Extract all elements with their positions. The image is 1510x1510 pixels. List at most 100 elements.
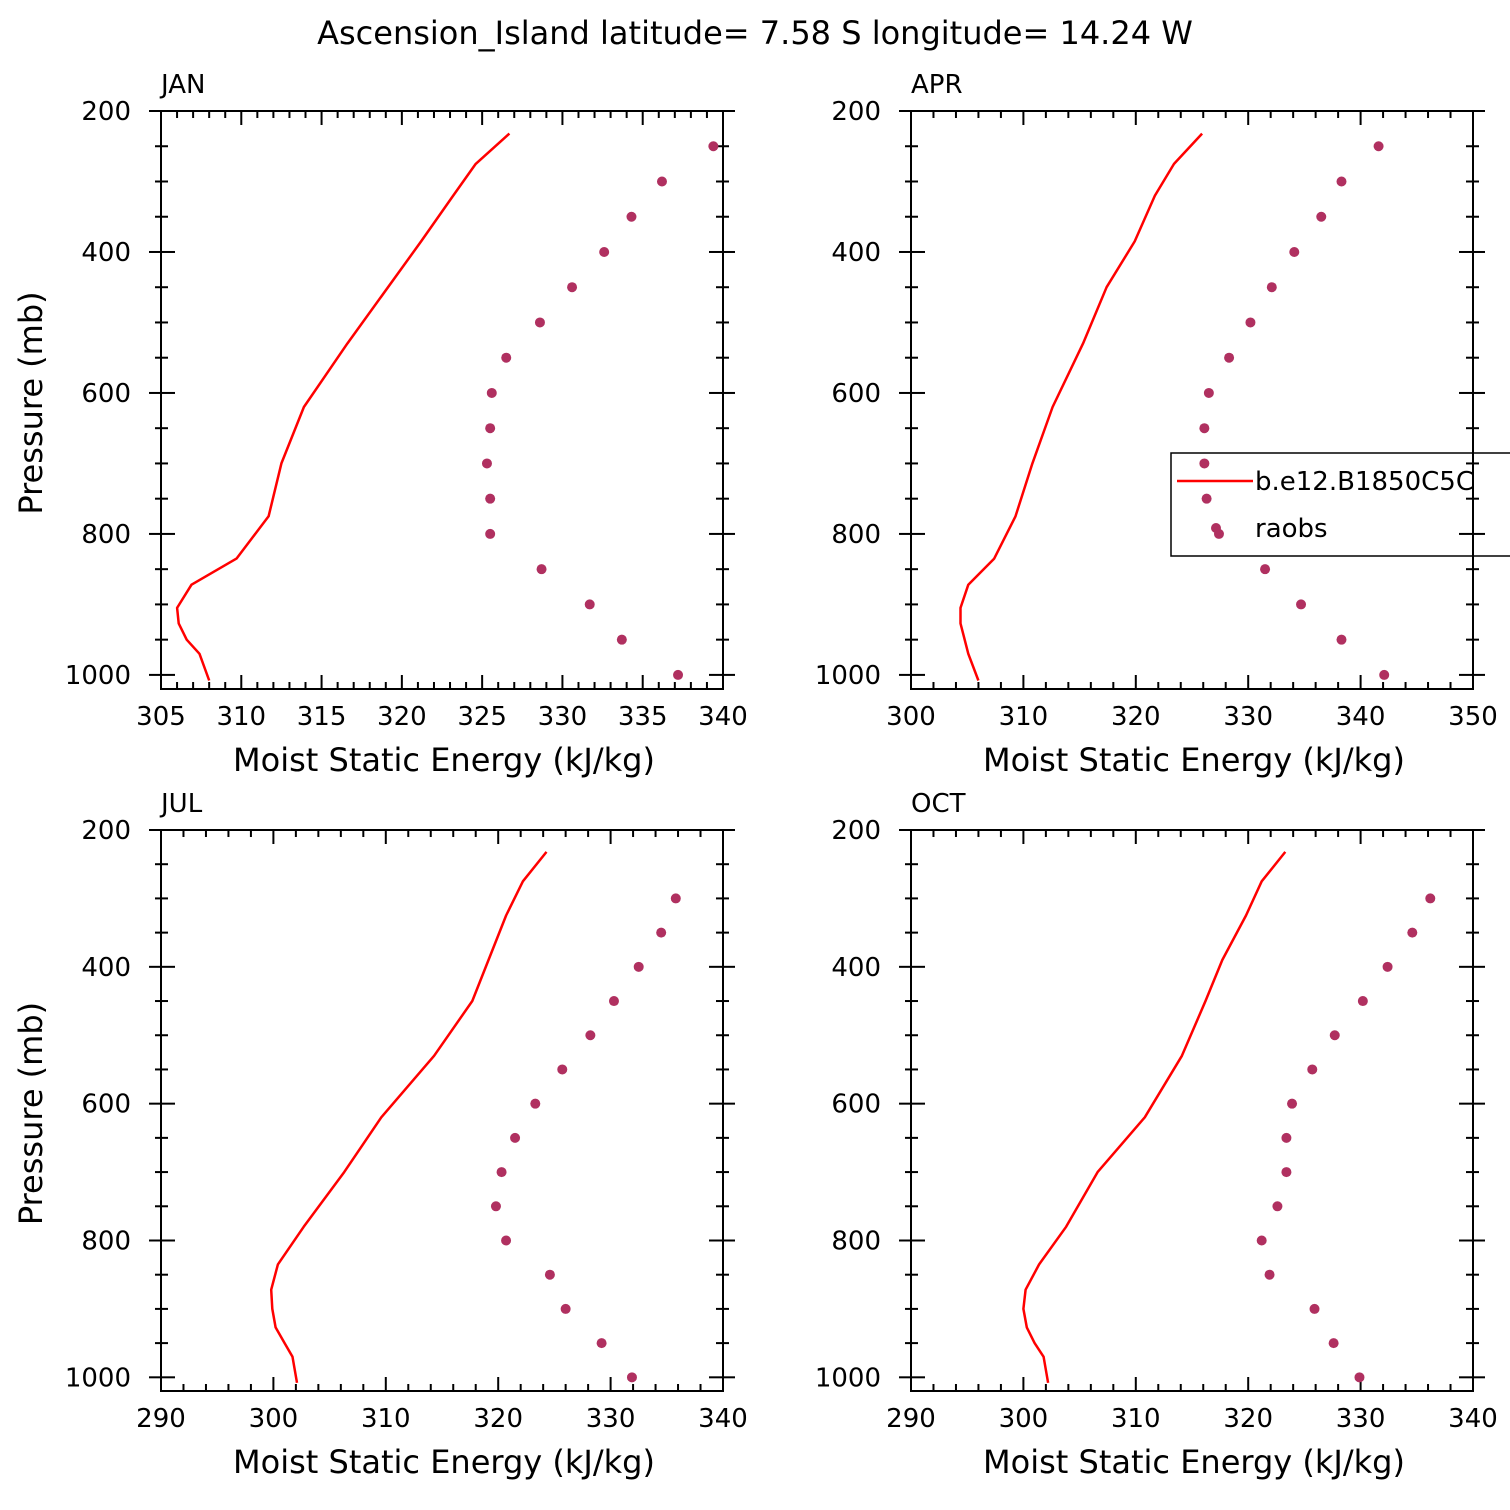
legend-box (1170, 452, 1510, 557)
raobs-point (585, 1030, 596, 1041)
x-tick-label: 315 (297, 702, 347, 732)
series-line-model (269, 851, 548, 1384)
raobs-point (1354, 1372, 1365, 1383)
x-tick-label: 330 (1223, 702, 1273, 732)
raobs-point (1281, 1132, 1292, 1143)
x-axis-label: Moist Static Energy (kJ/kg) (233, 741, 655, 779)
x-tick-label: 320 (1111, 702, 1161, 732)
y-tick-label: 200 (831, 816, 881, 846)
x-tick-label: 305 (136, 702, 186, 732)
raobs-point (1373, 141, 1384, 152)
raobs-point (1272, 1201, 1283, 1212)
y-tick-label: 1000 (815, 661, 881, 691)
figure-title: Ascension_Island latitude= 7.58 S longit… (317, 14, 1193, 52)
y-axis-label: Pressure (mb) (12, 1002, 50, 1225)
raobs-point (481, 458, 492, 469)
raobs-point (490, 1201, 501, 1212)
raobs-point (1336, 634, 1347, 645)
raobs-point (1379, 669, 1390, 680)
x-tick-label: 340 (698, 1404, 748, 1434)
x-tick-label: 290 (886, 1404, 936, 1434)
y-tick-label: 800 (81, 1226, 131, 1256)
plot-frame (160, 110, 724, 690)
y-tick-label: 800 (831, 1226, 881, 1256)
raobs-point (485, 493, 496, 504)
legend-marker-swatch (1211, 523, 1221, 533)
y-tick-label: 1000 (65, 661, 131, 691)
y-tick-label: 600 (831, 1090, 881, 1120)
y-tick-label: 600 (81, 1090, 131, 1120)
raobs-point (485, 528, 496, 539)
raobs-point (1199, 458, 1210, 469)
panel-label: JAN (159, 70, 205, 100)
y-tick-label: 1000 (815, 1363, 881, 1393)
raobs-point (1296, 599, 1307, 610)
raobs-point (616, 634, 627, 645)
raobs-point (1407, 927, 1418, 938)
raobs-point (1266, 282, 1277, 293)
x-tick-label: 300 (999, 1404, 1049, 1434)
raobs-point (496, 1167, 507, 1178)
y-tick-label: 400 (81, 238, 131, 268)
raobs-point (510, 1132, 521, 1143)
y-tick-label: 1000 (65, 1363, 131, 1393)
raobs-point (1316, 211, 1327, 222)
x-tick-label: 310 (361, 1404, 411, 1434)
raobs-point (1382, 961, 1393, 972)
raobs-point (656, 927, 667, 938)
plot-frame (160, 829, 724, 1392)
x-tick-label: 320 (1223, 1404, 1273, 1434)
y-tick-label: 200 (81, 816, 131, 846)
raobs-point (567, 282, 578, 293)
plot-frame (910, 110, 1474, 690)
y-tick-label: 800 (81, 520, 131, 550)
x-tick-label: 300 (249, 1404, 299, 1434)
raobs-point (1357, 996, 1368, 1007)
raobs-point (608, 996, 619, 1007)
raobs-point (560, 1303, 571, 1314)
legend-label-model: b.e12.B1850C5C (1255, 467, 1474, 497)
x-tick-label: 330 (538, 702, 588, 732)
raobs-point (485, 423, 496, 434)
x-tick-label: 340 (1336, 702, 1386, 732)
x-tick-label: 300 (886, 702, 936, 732)
x-axis-label: Moist Static Energy (kJ/kg) (983, 1443, 1405, 1481)
raobs-point (1264, 1269, 1275, 1280)
raobs-point (708, 141, 719, 152)
raobs-point (1203, 387, 1214, 398)
raobs-point (1199, 423, 1210, 434)
legend-label-raobs: raobs (1255, 514, 1328, 544)
x-tick-label: 310 (1111, 1404, 1161, 1434)
x-tick-label: 330 (1336, 1404, 1386, 1434)
x-tick-label: 320 (473, 1404, 523, 1434)
raobs-point (596, 1338, 607, 1349)
raobs-point (656, 176, 667, 187)
raobs-point (1329, 1030, 1340, 1041)
x-tick-label: 340 (1448, 1404, 1498, 1434)
y-tick-label: 800 (831, 520, 881, 550)
plot-frame (910, 829, 1474, 1392)
raobs-point (1289, 246, 1300, 257)
raobs-point (1287, 1098, 1298, 1109)
series-line-model (959, 132, 1204, 681)
panel-label: APR (911, 70, 963, 100)
x-tick-label: 335 (618, 702, 668, 732)
raobs-point (486, 387, 497, 398)
x-tick-label: 290 (136, 1404, 186, 1434)
x-tick-label: 350 (1448, 702, 1498, 732)
y-tick-label: 400 (831, 238, 881, 268)
x-tick-label: 310 (999, 702, 1049, 732)
x-axis-label: Moist Static Energy (kJ/kg) (233, 1443, 655, 1481)
raobs-point (626, 211, 637, 222)
y-axis-label: Pressure (mb) (12, 291, 50, 514)
raobs-point (501, 352, 512, 363)
x-tick-label: 330 (586, 1404, 636, 1434)
x-tick-label: 310 (216, 702, 266, 732)
raobs-point (1224, 352, 1235, 363)
